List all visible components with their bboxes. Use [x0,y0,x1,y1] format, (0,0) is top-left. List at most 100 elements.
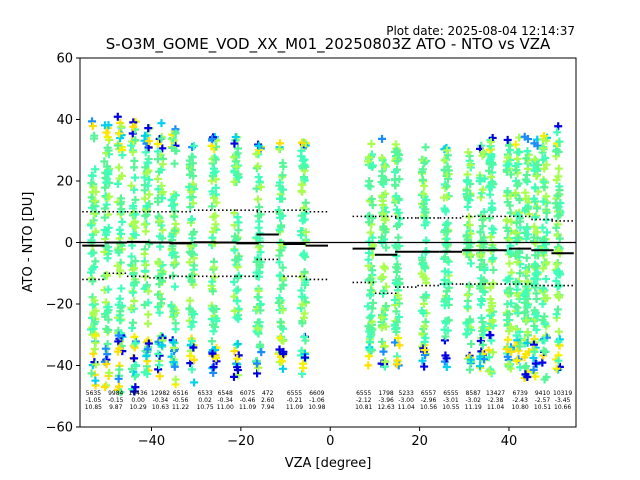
scatter-point [505,259,514,268]
scatter-point [229,372,238,381]
scatter-point [102,360,111,369]
bin-mean-label: 0.02 [198,397,212,404]
scatter-point [90,262,99,271]
scatter-point [131,195,140,204]
scatter-point [100,157,109,166]
scatter-point [365,248,374,257]
scatter-point [513,309,522,318]
scatter-point [555,234,564,243]
scatter-point [521,175,530,184]
scatter-point [505,141,514,150]
scatter-point [418,175,427,184]
bin-std-label: 10.29 [129,404,146,411]
scatter-point [465,196,474,205]
bin-mean-label: -2.43 [512,397,528,404]
scatter-point [520,132,529,141]
scatter-point [521,292,530,301]
scatter-point [129,122,138,131]
scatter-point [277,185,286,194]
scatter-point [442,287,451,296]
scatter-point [253,162,262,171]
scatter-point [533,275,542,284]
scatter-point [441,206,450,215]
scatter-point [539,144,548,153]
scatter-point [128,148,137,157]
bin-mean-label: -3.45 [555,397,571,404]
scatter-point [542,136,551,145]
scatter-point [300,353,309,362]
scatter-point [143,181,152,190]
scatter-point [367,195,376,204]
scatter-point [485,214,494,223]
scatter-point [233,161,242,170]
y-tick-label: −60 [46,421,73,436]
scatter-point [511,140,520,149]
y-tick-label: 60 [56,52,73,67]
scatter-point [515,342,524,351]
scatter-point [185,304,194,313]
scatter-point [101,183,110,192]
scatter-point [116,316,125,325]
bin-count-label: 6516 [173,390,188,397]
scatter-point [117,171,126,180]
scatter-point [419,309,428,318]
scatter-point [392,318,401,327]
scatter-point [391,140,400,149]
scatter-point [275,145,284,154]
scatter-point [520,291,529,300]
scatter-point [530,155,539,164]
scatter-point [189,343,198,352]
scatter-point [103,133,112,142]
scatter-point [466,259,475,268]
scatter-point [254,173,263,182]
scatter-point [419,189,428,198]
scatter-point [505,201,514,210]
scatter-point [462,186,471,195]
scatter-point [187,271,196,280]
scatter-point [230,347,239,356]
scatter-point [299,156,308,165]
x-tick-label: −20 [227,434,254,449]
scatter-point [488,348,497,357]
scatter-point [142,169,151,178]
scatter-point [89,183,98,192]
scatter-point [539,197,548,206]
scatter-point [479,276,488,285]
bin-std-label: 11.19 [465,404,482,411]
scatter-point [279,336,288,345]
scatter-point [300,175,309,184]
scatter-point [531,239,540,248]
scatter-point [391,180,400,189]
scatter-point [140,194,149,203]
scatter-point [170,226,179,235]
scatter-point [522,234,531,243]
bin-std-label: 10.56 [420,404,437,411]
bin-std-label: 10.55 [442,404,459,411]
scatter-point [378,337,387,346]
scatter-point [364,157,373,166]
scatter-point [531,263,540,272]
scatter-point [144,319,153,328]
bin-count-label: 6075 [240,390,255,397]
scatter-point [100,247,109,256]
scatter-point [420,158,429,167]
scatter-point [419,293,428,302]
scatter-point [476,228,485,237]
scatter-point [105,368,114,377]
scatter-point [485,156,494,165]
x-axis-label: VZA [degree] [285,456,372,471]
scatter-point [392,263,401,272]
scatter-point [442,182,451,191]
scatter-point [127,364,136,373]
scatter-point [155,361,164,370]
scatter-point [486,138,495,147]
scatter-point [190,310,199,319]
scatter-point [230,246,239,255]
scatter-point [130,296,139,305]
scatter-point [488,133,497,142]
scatter-point [102,325,111,334]
scatter-point [275,271,284,280]
scatter-point [512,331,521,340]
scatter-point [539,177,548,186]
scatter-point [211,155,220,164]
